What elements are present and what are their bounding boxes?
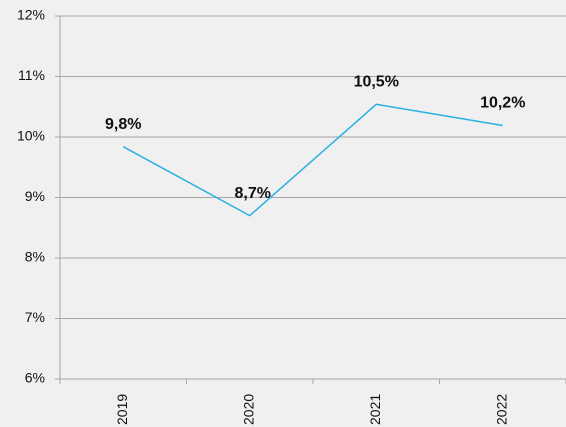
y-tick-label: 12% <box>17 7 45 23</box>
value-label: 9,8% <box>105 116 141 133</box>
y-tick-label: 9% <box>25 188 45 204</box>
value-label: 10,5% <box>354 74 399 91</box>
y-tick-label: 11% <box>18 67 45 83</box>
y-tick-label: 7% <box>25 309 45 325</box>
data-line <box>122 103 503 217</box>
y-tick-label: 8% <box>25 249 45 265</box>
x-tick-label: 2022 <box>493 394 509 425</box>
y-tick-label: 10% <box>17 128 45 144</box>
x-tick-label: 2019 <box>114 394 130 425</box>
x-tick-label: 2021 <box>367 394 383 425</box>
value-label: 10,2% <box>480 95 525 112</box>
x-tick-label: 2020 <box>240 394 256 425</box>
value-label: 8,7% <box>235 185 271 202</box>
y-tick-label: 6% <box>25 370 45 386</box>
